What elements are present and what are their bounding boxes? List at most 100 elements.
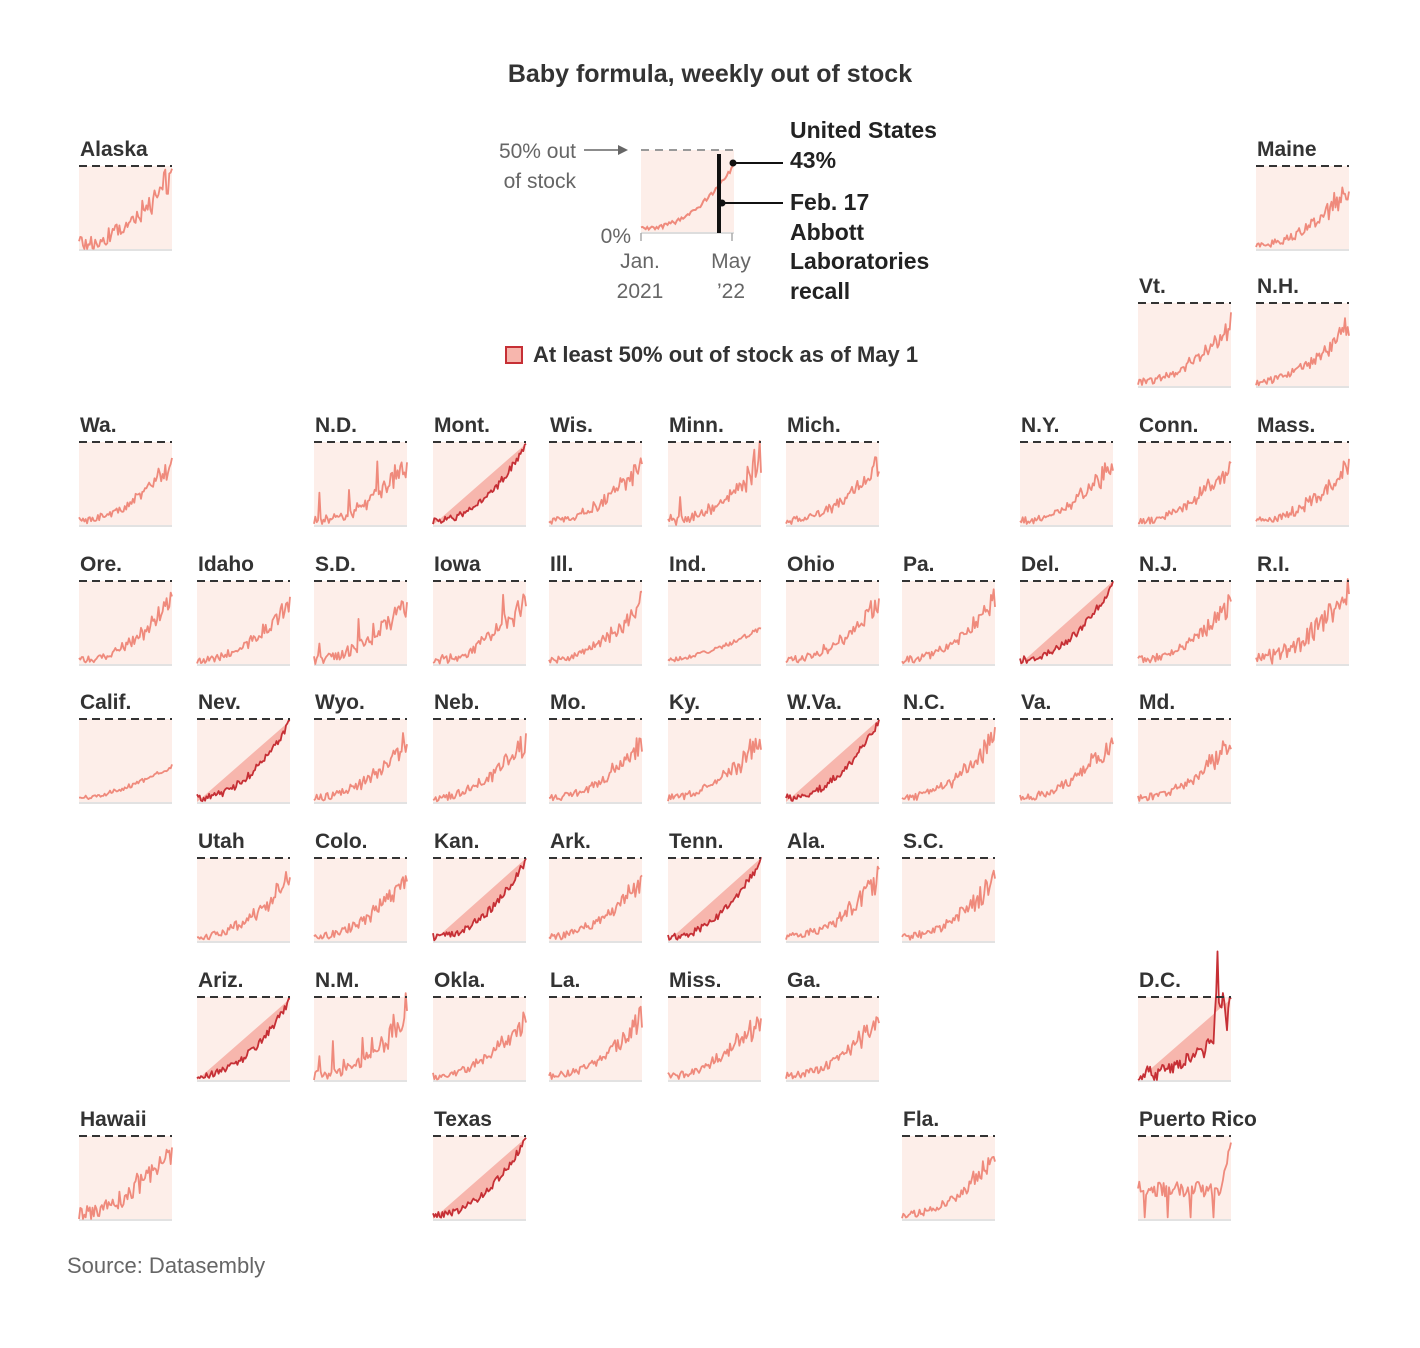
state-panel-n-m: N.M. — [313, 969, 408, 1082]
us-value: 43% — [790, 147, 836, 173]
arrow-head — [618, 145, 628, 155]
state-series-line — [196, 596, 291, 664]
panel-background — [79, 581, 172, 664]
state-series-line — [432, 1137, 527, 1219]
state-series-line — [548, 1005, 643, 1080]
state-panel-nev: Nev. — [196, 691, 291, 804]
state-panel-d-c: D.C. — [1137, 950, 1232, 1082]
recall-line-3: Laboratories — [790, 248, 929, 274]
states-layer: Alaska Maine Vt. N.H. Wa. N.D. Mont. Wis. Minn. M… — [78, 138, 1350, 1221]
example-chart: 50% out of stock 0% Jan. 2021 May ’22 Un… — [499, 117, 937, 304]
state-series-line — [313, 875, 408, 940]
panel-background — [197, 719, 290, 802]
panel-background — [433, 1136, 526, 1219]
state-label: Idaho — [198, 553, 254, 576]
panel-background — [1138, 581, 1231, 664]
state-label: Calif. — [80, 691, 131, 714]
panel-background — [1020, 581, 1113, 664]
state-series-line — [1137, 461, 1232, 525]
panel-background — [79, 442, 172, 525]
state-label: D.C. — [1139, 969, 1181, 992]
panel-background — [1020, 442, 1113, 525]
state-series-line — [1255, 458, 1350, 523]
panel-background — [902, 719, 995, 802]
state-panel-n-j: N.J. — [1137, 553, 1232, 666]
state-series-line — [313, 732, 408, 802]
state-panel-s-c: S.C. — [901, 830, 996, 943]
state-series-line — [78, 168, 173, 250]
state-panel-alaska: Alaska — [78, 138, 173, 251]
legend-label: At least 50% out of stock as of May 1 — [533, 342, 919, 367]
state-series-line — [1137, 740, 1232, 802]
state-label: Iowa — [434, 553, 481, 576]
state-label: Colo. — [315, 830, 368, 853]
state-panel-puerto-rico: Puerto Rico — [1137, 1108, 1257, 1221]
panel-background — [197, 858, 290, 941]
state-label: Ore. — [80, 553, 122, 576]
panel-background — [197, 581, 290, 664]
state-label: N.D. — [315, 414, 357, 437]
state-label: Nev. — [198, 691, 241, 714]
state-series-line — [78, 764, 173, 800]
state-panel-wis: Wis. — [548, 414, 643, 527]
panel-background — [79, 166, 172, 249]
state-label: Ark. — [550, 830, 591, 853]
panel-background — [668, 581, 761, 664]
state-series-line — [1137, 594, 1232, 664]
state-label: Del. — [1021, 553, 1060, 576]
state-series-line — [901, 869, 996, 941]
state-label: Md. — [1139, 691, 1175, 714]
state-series-line — [667, 737, 762, 802]
source-note: Source: Datasembly — [67, 1253, 266, 1278]
state-panel-fla: Fla. — [901, 1108, 996, 1221]
state-series-line — [785, 865, 880, 940]
state-series-line — [1255, 317, 1350, 387]
state-panel-vt: Vt. — [1137, 275, 1232, 388]
state-series-line — [1137, 1142, 1232, 1219]
state-series-line — [196, 871, 291, 941]
panel-background — [902, 581, 995, 664]
state-label: Ky. — [669, 691, 700, 714]
state-panel-wa: Wa. — [78, 414, 173, 527]
state-label: Ariz. — [198, 969, 244, 992]
recall-line-2: Abbott — [790, 219, 864, 245]
chart-title: Baby formula, weekly out of stock — [507, 60, 913, 88]
label-50-line1: 50% out — [499, 140, 576, 163]
state-panel-ore: Ore. — [78, 553, 173, 666]
state-series-line — [78, 457, 173, 525]
state-panel-n-c: N.C. — [901, 691, 996, 804]
state-label: Miss. — [669, 969, 722, 992]
label-50-line2: of stock — [504, 170, 577, 193]
state-label: Hawaii — [80, 1108, 147, 1131]
label-0: 0% — [601, 225, 631, 248]
state-label: N.C. — [903, 691, 945, 714]
state-panel-idaho: Idaho — [196, 553, 291, 666]
state-series-line — [313, 992, 408, 1081]
state-panel-texas: Texas — [432, 1108, 527, 1221]
state-series-line — [548, 874, 643, 941]
state-panel-mich: Mich. — [785, 414, 880, 527]
state-series-line — [785, 456, 880, 525]
state-series-line — [1019, 580, 1114, 665]
us-label: United States — [790, 117, 937, 143]
state-label: N.Y. — [1021, 414, 1060, 437]
panel-background — [79, 1136, 172, 1219]
state-label: Ind. — [669, 553, 706, 576]
state-panel-wyo: Wyo. — [313, 691, 408, 804]
panel-area-fill — [668, 858, 761, 941]
state-label: Wa. — [80, 414, 117, 437]
panel-background — [79, 719, 172, 802]
panel-background — [549, 719, 642, 802]
state-panel-del: Del. — [1019, 553, 1114, 666]
state-panel-ariz: Ariz. — [196, 969, 291, 1082]
panel-background — [549, 442, 642, 525]
state-series-line — [196, 997, 291, 1080]
state-panel-ark: Ark. — [548, 830, 643, 943]
state-panel-neb: Neb. — [432, 691, 527, 804]
state-panel-n-d: N.D. — [313, 414, 408, 527]
x-start-label-2: 2021 — [617, 280, 664, 303]
state-panel-n-y: N.Y. — [1019, 414, 1114, 527]
state-label: Fla. — [903, 1108, 939, 1131]
state-panel-r-i: R.I. — [1255, 553, 1350, 666]
state-series-line — [78, 1147, 173, 1220]
